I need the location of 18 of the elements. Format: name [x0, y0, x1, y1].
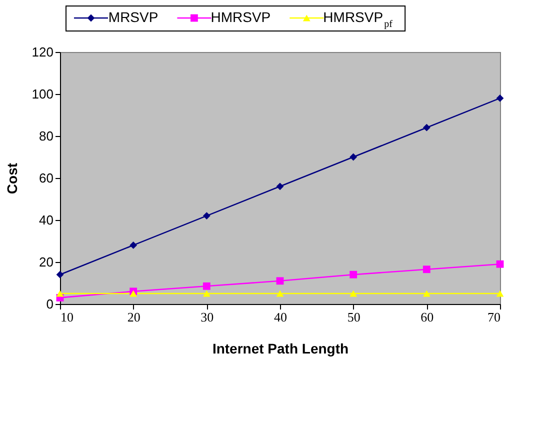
- y-tick-label: 100: [32, 86, 54, 102]
- x-tick-label: 70: [488, 310, 500, 324]
- x-axis-title: Internet Path Length: [212, 340, 349, 356]
- y-tick-label: 120: [32, 44, 54, 60]
- y-tick-label: 60: [39, 170, 54, 186]
- x-tick-label: 10: [60, 310, 74, 324]
- x-tick-label: 40: [274, 310, 287, 324]
- y-tick-label: 20: [39, 254, 54, 270]
- x-tick-label: 50: [347, 310, 360, 324]
- x-tick-label: 60: [420, 310, 434, 324]
- y-tick-label: 80: [39, 128, 54, 144]
- x-tick-label: 20: [127, 310, 140, 324]
- y-axis-title: Cost: [4, 162, 20, 194]
- y-tick-label: 0: [46, 296, 54, 312]
- legend-label: MRSVP: [108, 9, 158, 25]
- x-tick-label: 30: [200, 310, 214, 324]
- legend-label: HMRSVP: [210, 9, 271, 25]
- y-tick-label: 40: [39, 212, 54, 228]
